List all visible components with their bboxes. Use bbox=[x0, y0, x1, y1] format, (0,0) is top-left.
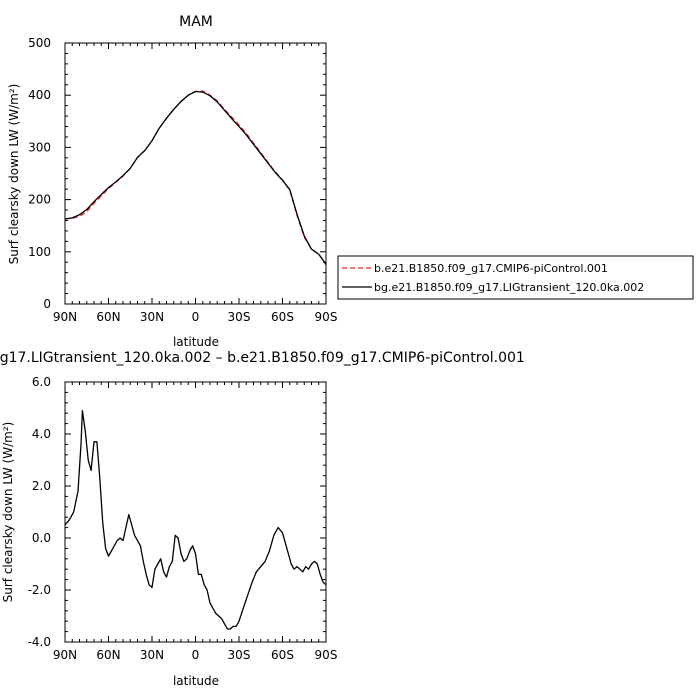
top-y-tick-label: 500 bbox=[28, 36, 51, 50]
bottom-y-tick-label: 6.0 bbox=[32, 375, 51, 389]
bottom-ticks: 90N 60N 30N 0 30S 60S 90S -4.0 -2.0 0.0 2.0 4.0 6.0 bbox=[28, 375, 338, 662]
bottom-chart-title: bg.e21.B1850.f09_g17.LIGtransient_120.0k… bbox=[0, 350, 525, 366]
legend-box bbox=[337, 255, 694, 300]
bottom-y-tick-label: -4.0 bbox=[28, 635, 51, 649]
bottom-y-tick-label: 4.0 bbox=[32, 427, 51, 441]
bottom-plot-frame bbox=[64, 381, 327, 643]
bottom-x-tick-label: 90N bbox=[53, 648, 77, 662]
top-y-tick-label: 400 bbox=[28, 88, 51, 102]
top-y-tick-label: 200 bbox=[28, 193, 51, 207]
top-y-axis-label: Surf clearsky down LW (W/m²) bbox=[7, 84, 21, 265]
legend-label-series-2: bg.e21.B1850.f09_g17.LIGtransient_120.0k… bbox=[374, 281, 644, 294]
bottom-y-tick-label: 2.0 bbox=[32, 479, 51, 493]
top-x-axis-label: latitude bbox=[173, 335, 219, 349]
legend-label-series-1: b.e21.B1850.f09_g17.CMIP6-piControl.001 bbox=[374, 262, 608, 275]
bottom-x-tick-label: 30S bbox=[228, 648, 251, 662]
top-x-tick-label: 60S bbox=[271, 310, 294, 324]
bottom-panel: bg.e21.B1850.f09_g17.LIGtransient_120.0k… bbox=[0, 350, 525, 688]
bottom-x-tick-label: 0 bbox=[192, 648, 200, 662]
top-series-2-line bbox=[64, 90, 327, 265]
bottom-y-axis-label: Surf clearsky down LW (W/m²) bbox=[1, 422, 15, 603]
bottom-x-tick-label: 60S bbox=[271, 648, 294, 662]
top-x-tick-label: 90N bbox=[53, 310, 77, 324]
top-x-tick-label: 30S bbox=[228, 310, 251, 324]
top-x-tick-label: 90S bbox=[315, 310, 338, 324]
legend: b.e21.B1850.f09_g17.CMIP6-piControl.001 … bbox=[337, 255, 694, 300]
bottom-y-tick-label: 0.0 bbox=[32, 531, 51, 545]
top-chart-title: MAM bbox=[179, 14, 213, 30]
top-x-tick-label: 60N bbox=[96, 310, 120, 324]
top-x-tick-label: 30N bbox=[140, 310, 164, 324]
bottom-series-1-line bbox=[64, 409, 327, 630]
top-plot-frame bbox=[64, 42, 327, 305]
top-y-tick-label: 100 bbox=[28, 245, 51, 259]
bottom-x-axis-label: latitude bbox=[173, 674, 219, 688]
top-panel: MAM latitude Surf clearsky down LW (W/m²… bbox=[7, 14, 337, 349]
top-y-tick-label: 0 bbox=[43, 297, 51, 311]
top-ticks: 90N 60N 30N 0 30S 60S 90S 0 100 200 300 400 500 bbox=[28, 36, 337, 324]
bottom-x-tick-label: 90S bbox=[315, 648, 338, 662]
bottom-y-tick-label: -2.0 bbox=[28, 583, 51, 597]
top-series-lines bbox=[64, 90, 327, 266]
top-series-1-line bbox=[64, 90, 327, 266]
bottom-x-tick-label: 30N bbox=[140, 648, 164, 662]
top-y-tick-label: 300 bbox=[28, 140, 51, 154]
bottom-series-lines bbox=[64, 409, 327, 630]
top-x-tick-label: 0 bbox=[192, 310, 200, 324]
bottom-x-tick-label: 60N bbox=[96, 648, 120, 662]
